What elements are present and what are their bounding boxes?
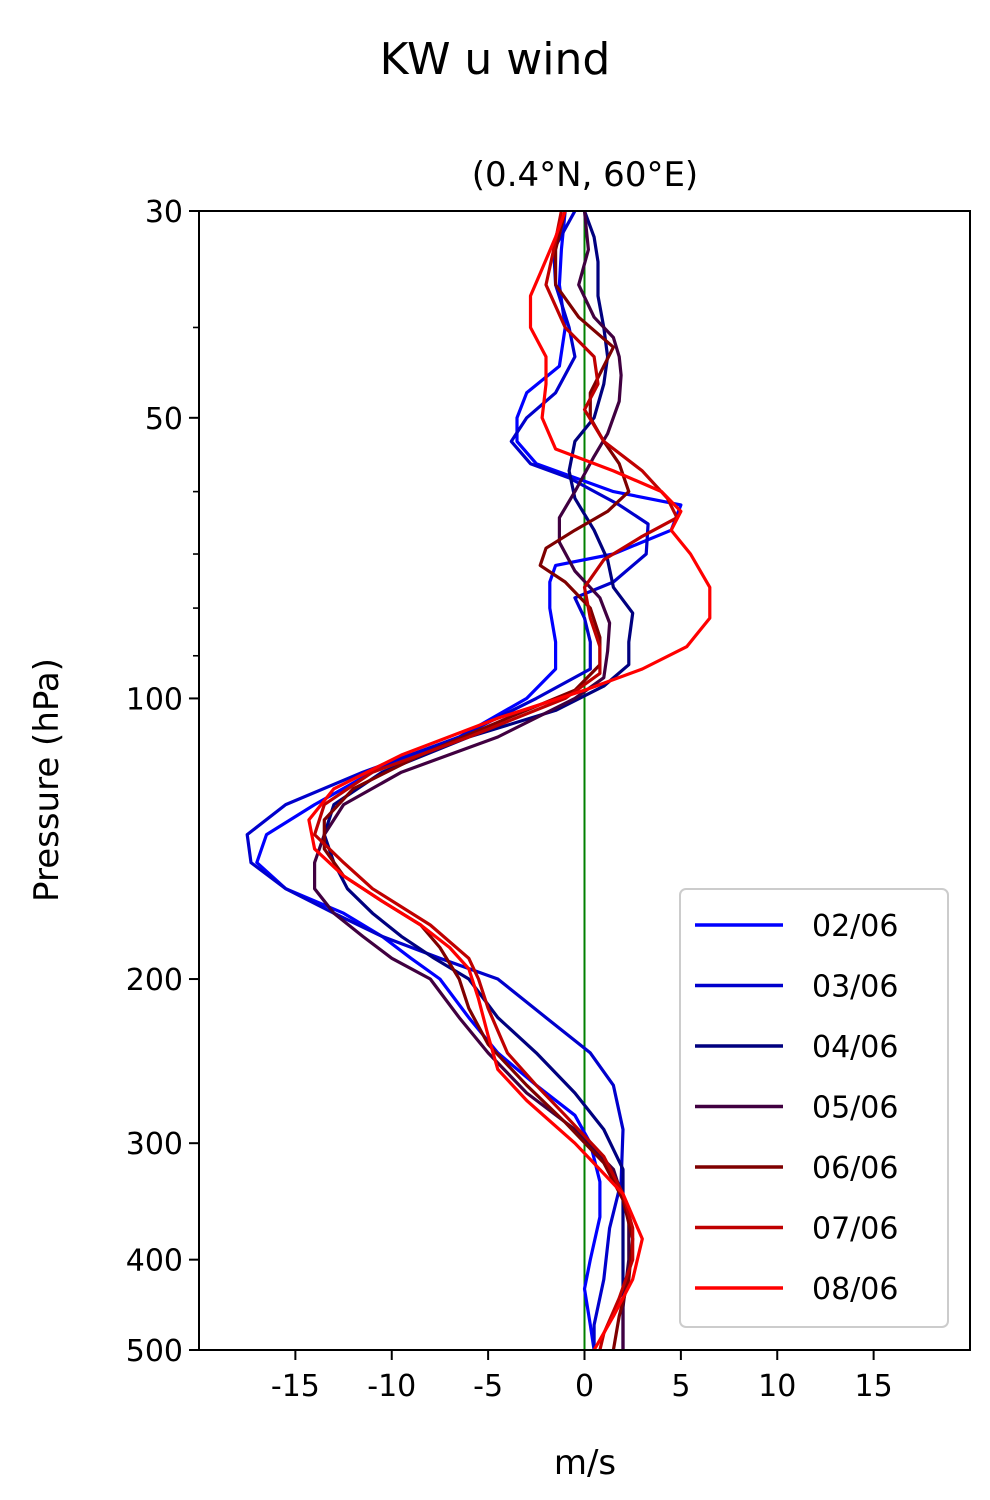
legend-label-7: 08/06 xyxy=(812,1272,898,1307)
x-tick-label: 5 xyxy=(671,1369,690,1404)
series-line-7 xyxy=(307,211,712,1350)
chart-title: (0.4°N, 60°E) xyxy=(472,155,698,195)
legend-label-1: 02/06 xyxy=(812,909,898,944)
figure-suptitle: KW u wind xyxy=(380,34,611,85)
y-tick-label: 30 xyxy=(145,195,183,230)
y-tick-label: 300 xyxy=(126,1127,183,1162)
legend-box xyxy=(679,888,949,1328)
y-tick-label: 400 xyxy=(126,1244,183,1279)
x-tick-label: -5 xyxy=(473,1369,503,1404)
legend-label-6: 07/06 xyxy=(812,1212,898,1247)
y-tick-label: 500 xyxy=(126,1334,183,1369)
x-tick-label: 0 xyxy=(575,1369,594,1404)
y-tick-label: 100 xyxy=(126,682,183,717)
x-tick-label: -10 xyxy=(367,1369,416,1404)
series-line-3 xyxy=(322,211,635,1350)
y-tick-label: 50 xyxy=(145,402,183,437)
series-line-4 xyxy=(313,211,631,1350)
legend-label-5: 06/06 xyxy=(812,1151,898,1186)
legend: 02/06 03/06 04/06 05/06 06/06 07/06 08/06 xyxy=(679,888,949,1328)
x-axis-label: m/s xyxy=(554,1443,616,1483)
x-axis-ticks: -15 -10 -5 0 5 10 15 xyxy=(271,1350,893,1404)
series-line-1 xyxy=(255,211,683,1350)
y-axis-label: Pressure (hPa) xyxy=(27,658,67,902)
legend-label-2: 03/06 xyxy=(812,970,898,1005)
series-group xyxy=(245,211,712,1350)
legend-label-3: 04/06 xyxy=(812,1030,898,1065)
x-tick-label: -15 xyxy=(271,1369,320,1404)
series-line-6 xyxy=(313,211,679,1350)
legend-label-4: 05/06 xyxy=(812,1091,898,1126)
x-tick-label: 15 xyxy=(855,1369,893,1404)
x-tick-label: 10 xyxy=(758,1369,796,1404)
y-axis-ticks: 30 50 100 200 300 400 500 xyxy=(126,195,199,1369)
legend-items: 02/06 03/06 04/06 05/06 06/06 07/06 08/06 xyxy=(695,909,898,1307)
y-tick-label: 200 xyxy=(126,963,183,998)
